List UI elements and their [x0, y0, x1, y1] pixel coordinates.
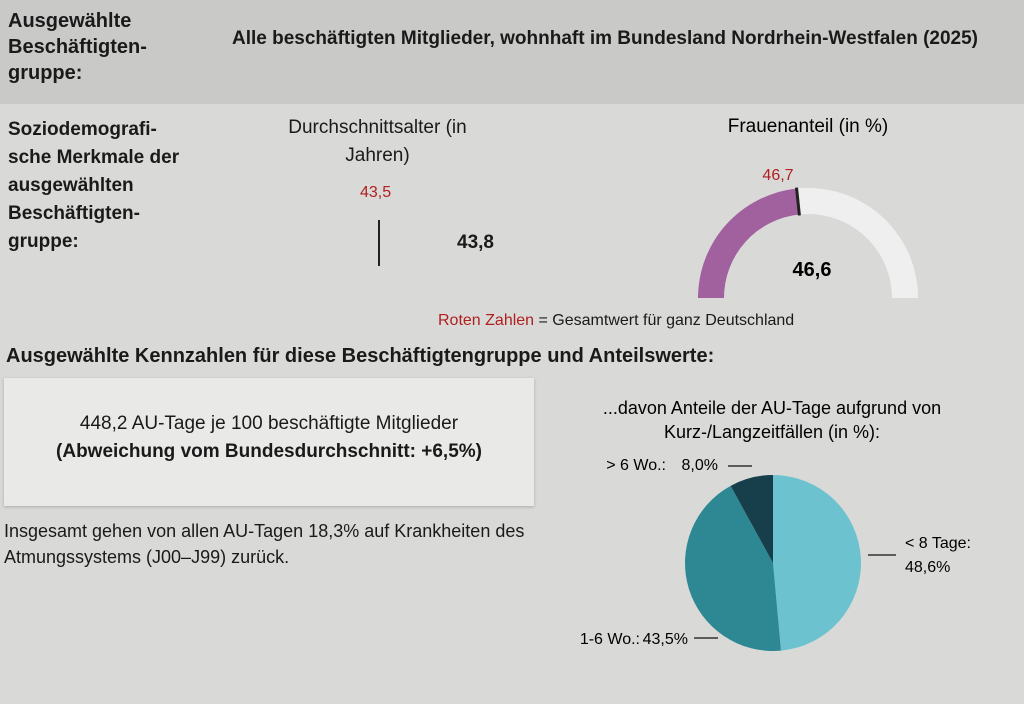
gauge-title: Frauenanteil (in %)	[728, 116, 889, 137]
age-title: Durchschnittsalter (in Jahren)	[288, 117, 467, 166]
pie-value-label: 43,5%	[643, 631, 688, 648]
section-label: Soziodemografi-sche Merkmale der ausgewä…	[8, 119, 180, 252]
info-text: Insgesamt gehen von allen AU-Tagen 18,3%…	[4, 521, 525, 567]
gauge-reference	[795, 187, 801, 216]
gauge-value	[698, 188, 800, 298]
pie-slice	[730, 475, 773, 563]
header-title: Alle beschäftigten Mitglieder, wohnhaft …	[231, 28, 979, 49]
header-label: Ausgewählte Beschäftigten-gruppe:	[8, 10, 147, 84]
pie-label: 1-6 Wo.:	[580, 631, 640, 648]
pie-value-label: 48,6%	[905, 559, 950, 576]
header-band	[0, 0, 1024, 104]
age-value: 43,8	[457, 232, 494, 253]
pie-slice	[685, 485, 781, 651]
figure-main: 448,2 AU-Tage je 100 beschäftigte Mitgli…	[79, 413, 459, 434]
pie-value-label: 8,0%	[682, 457, 718, 474]
pie-slice	[773, 475, 861, 651]
pie-title: ...davon Anteile der AU-Tage aufgrund vo…	[603, 398, 941, 442]
section-title: Ausgewählte Kennzahlen für diese Beschäf…	[6, 345, 715, 367]
pie-label: < 8 Tage:	[905, 535, 971, 552]
note-text: = Gesamtwert für ganz Deutschland	[538, 312, 795, 329]
gauge-reference-label: 46,7	[762, 167, 793, 184]
legend-note: Roten Zahlen = Gesamtwert für ganz Deuts…	[438, 312, 794, 330]
gauge-value-label: 46,6	[793, 259, 832, 281]
figure-box: 448,2 AU-Tage je 100 beschäftigte Mitgli…	[4, 378, 534, 506]
age-marker	[378, 220, 380, 266]
note-red: Roten Zahlen	[438, 312, 535, 329]
age-reference: 43,5	[360, 184, 392, 201]
pie-label: > 6 Wo.:	[606, 457, 666, 474]
figure-deviation: (Abweichung vom Bundesdurchschnitt: +6,5…	[56, 441, 482, 462]
